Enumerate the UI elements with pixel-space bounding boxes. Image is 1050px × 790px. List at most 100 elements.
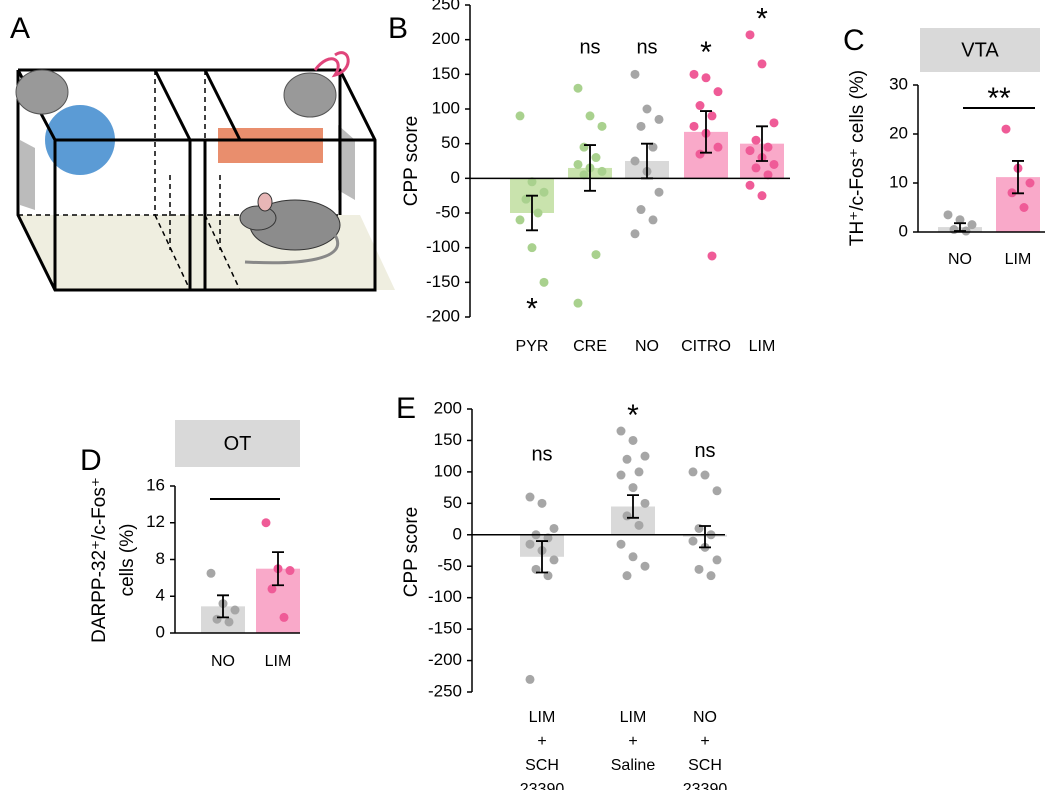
- data-point: [527, 177, 537, 187]
- data-point: [763, 142, 773, 152]
- y-tick-label: 12: [146, 512, 165, 531]
- x-tick-label: CITRO: [681, 338, 731, 355]
- data-point: [539, 277, 549, 287]
- data-point: [712, 555, 722, 565]
- y-tick-label: -200: [428, 650, 462, 669]
- data-point: [943, 210, 953, 220]
- data-point: [689, 121, 699, 131]
- y-tick-label: 8: [156, 549, 165, 568]
- panel-a-diagram: A: [10, 12, 395, 292]
- x-tick-label: 23390: [520, 781, 565, 790]
- data-point: [549, 555, 559, 565]
- data-point: [701, 73, 711, 83]
- chain: [313, 51, 350, 78]
- y-tick-label: 150: [432, 64, 460, 83]
- x-tick-label: LIM: [1005, 251, 1032, 268]
- data-point: [640, 498, 650, 508]
- error-bar: [526, 194, 538, 232]
- data-point: [763, 170, 773, 180]
- y-axis-label: CPP score: [401, 116, 422, 206]
- y-axis-label: CPP score: [401, 507, 422, 597]
- data-point: [579, 142, 589, 152]
- data-point: [1001, 124, 1011, 134]
- y-tick-label: 20: [889, 123, 908, 142]
- x-tick-label: SCH: [688, 757, 722, 774]
- significance-label: *: [700, 36, 712, 69]
- error-bar: [1012, 160, 1024, 195]
- y-tick-label: 30: [889, 74, 908, 93]
- data-point: [533, 208, 543, 218]
- data-point: [267, 584, 277, 594]
- data-point: [707, 251, 717, 261]
- tea-ball: [283, 72, 337, 118]
- y-tick-label: -100: [428, 587, 462, 606]
- x-tick-label: LIM: [620, 709, 647, 726]
- x-tick-label: LIM: [749, 338, 776, 355]
- x-tick-label: +: [537, 733, 546, 750]
- error-bar: [954, 222, 966, 232]
- x-tick-label: NO: [948, 251, 972, 268]
- data-point: [628, 435, 638, 445]
- x-tick-label: +: [628, 733, 637, 750]
- data-point: [648, 142, 658, 152]
- error-bar: [756, 125, 768, 162]
- significance-label: *: [526, 292, 538, 325]
- x-tick-label: NO: [211, 653, 235, 670]
- data-point: [521, 194, 531, 204]
- y-tick-label: 50: [441, 133, 460, 152]
- data-point: [757, 191, 767, 201]
- y-axis-label: TH⁺/c-Fos⁺ cells (%): [847, 70, 868, 246]
- panel-letter: D: [80, 444, 102, 477]
- error-bar: [272, 551, 284, 587]
- y-tick-label: 200: [434, 398, 462, 417]
- data-point: [597, 166, 607, 176]
- data-point: [285, 566, 295, 576]
- data-point: [279, 612, 289, 622]
- data-point: [745, 146, 755, 156]
- data-point: [654, 187, 664, 197]
- data-point: [634, 467, 644, 477]
- data-point: [648, 215, 658, 225]
- y-tick-label: -150: [426, 272, 460, 291]
- data-point: [640, 561, 650, 571]
- y-axis-label: DARPP-32⁺/c-Fos⁺: [89, 477, 110, 643]
- y-tick-label: -200: [426, 306, 460, 325]
- data-point: [525, 674, 535, 684]
- y-tick-label: 0: [453, 524, 462, 543]
- data-point: [745, 30, 755, 40]
- data-point: [636, 121, 646, 131]
- y-tick-label: 150: [434, 430, 462, 449]
- significance-label: ns: [694, 440, 715, 462]
- y-tick-label: -50: [437, 556, 462, 575]
- data-point: [597, 121, 607, 131]
- data-point: [628, 483, 638, 493]
- data-point: [616, 470, 626, 480]
- y-tick-label: 0: [899, 221, 908, 240]
- x-tick-label: CRE: [573, 338, 607, 355]
- significance-label: *: [627, 399, 639, 432]
- tea-ball: [15, 69, 69, 115]
- data-point: [634, 520, 644, 530]
- data-point: [630, 156, 640, 166]
- x-tick-label: SCH: [525, 757, 559, 774]
- data-point: [591, 250, 601, 260]
- data-point: [751, 163, 761, 173]
- y-tick-label: -100: [426, 237, 460, 256]
- data-point: [579, 170, 589, 180]
- data-point: [537, 498, 547, 508]
- data-point: [224, 617, 234, 627]
- error-bar: [700, 110, 712, 154]
- pattern-wall: [20, 140, 35, 210]
- data-point: [700, 470, 710, 480]
- data-point: [622, 571, 632, 581]
- significance-label: ns: [531, 443, 552, 465]
- data-point: [573, 298, 583, 308]
- data-point: [713, 142, 723, 152]
- data-point: [573, 83, 583, 93]
- y-tick-label: 0: [451, 168, 460, 187]
- orange-rect: [218, 128, 323, 163]
- data-point: [212, 614, 222, 624]
- data-point: [515, 111, 525, 121]
